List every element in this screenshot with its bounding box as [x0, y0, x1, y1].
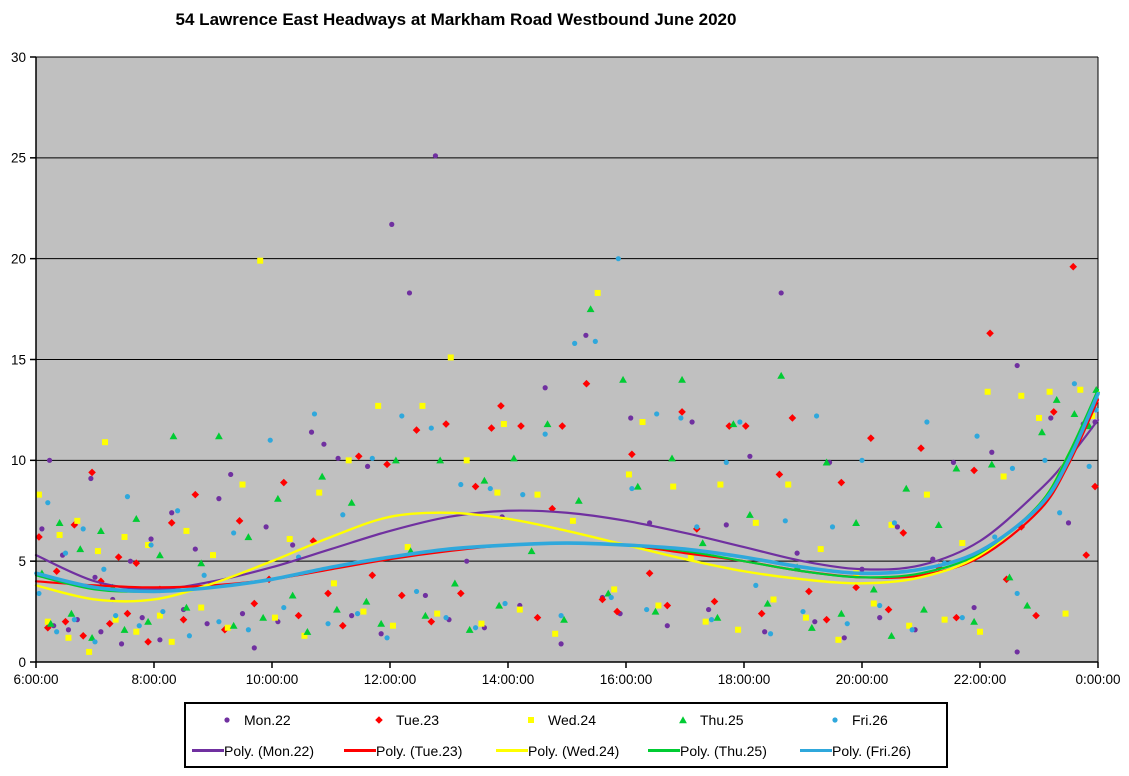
trendline-sample-icon	[648, 749, 680, 752]
legend-label: Mon.22	[244, 711, 291, 728]
y-tick-label: 5	[18, 554, 26, 569]
legend-item-mon-22: Mon.22	[186, 704, 338, 735]
trendline-sample-icon	[800, 748, 832, 753]
legend-item-poly-fri-26: Poly. (Fri.26)	[794, 735, 946, 766]
x-tick-label: 20:00:00	[836, 672, 889, 687]
y-tick-label: 0	[18, 655, 26, 670]
y-tick-label: 10	[11, 453, 26, 468]
scatter-plot: 0 5 10 15 20 25 30 6:00:00 8:00:00 10:00:00 12:00:…	[11, 50, 1121, 687]
x-tick-label: 14:00:00	[482, 672, 535, 687]
legend-label: Poly. (Tue.23)	[376, 742, 463, 759]
trendline-wed-24	[34, 390, 1100, 603]
legend-label: Poly. (Mon.22)	[224, 742, 314, 759]
circle-marker-icon	[220, 715, 234, 725]
x-axis-labels: 6:00:00 8:00:00 10:00:00 12:00:00 14:00:00 16…	[13, 672, 1120, 687]
axes	[30, 56, 1099, 668]
series-points-mon-22	[39, 153, 1098, 655]
trendline-sample-icon	[496, 749, 528, 752]
legend-label: Wed.24	[548, 711, 596, 728]
square-marker-icon	[524, 715, 538, 725]
chart-legend: Mon.22 Tue.23 Wed.24 Thu.25 Fri.26 Poly. (Mon…	[184, 702, 948, 768]
legend-label: Tue.23	[396, 711, 440, 728]
legend-label: Thu.25	[700, 711, 744, 728]
circle-marker-icon	[828, 715, 842, 725]
x-tick-label: 12:00:00	[364, 672, 417, 687]
triangle-marker-icon	[676, 715, 690, 725]
legend-item-poly-tue-23: Poly. (Tue.23)	[338, 735, 490, 766]
x-tick-label: 8:00:00	[131, 672, 176, 687]
series-points-wed-24	[35, 257, 1096, 655]
legend-item-fri-26: Fri.26	[794, 704, 946, 735]
x-tick-label: 0:00:00	[1075, 672, 1120, 687]
trendline-sample-icon	[192, 749, 224, 752]
x-tick-label: 22:00:00	[954, 672, 1007, 687]
trendline-mon-22	[34, 418, 1100, 591]
legend-item-wed-24: Wed.24	[490, 704, 642, 735]
x-tick-label: 10:00:00	[246, 672, 299, 687]
legend-label: Poly. (Fri.26)	[832, 742, 912, 759]
legend-item-poly-thu-25: Poly. (Thu.25)	[642, 735, 794, 766]
x-tick-label: 18:00:00	[718, 672, 771, 687]
y-tick-label: 30	[11, 50, 26, 65]
y-tick-label: 15	[11, 352, 26, 367]
legend-item-tue-23: Tue.23	[338, 704, 490, 735]
legend-item-poly-wed-24: Poly. (Wed.24)	[490, 735, 642, 766]
legend-item-thu-25: Thu.25	[642, 704, 794, 735]
trendline-fri-26	[34, 391, 1100, 594]
diamond-marker-icon	[372, 715, 386, 725]
x-tick-label: 16:00:00	[600, 672, 653, 687]
legend-label: Poly. (Thu.25)	[680, 742, 767, 759]
legend-item-poly-mon-22: Poly. (Mon.22)	[186, 735, 338, 766]
y-tick-label: 25	[11, 151, 26, 166]
series-points-fri-26	[36, 256, 1099, 645]
legend-label: Poly. (Wed.24)	[528, 742, 620, 759]
y-tick-label: 20	[11, 252, 26, 267]
legend-label: Fri.26	[852, 711, 888, 728]
chart-title: 54 Lawrence East Headways at Markham Roa…	[175, 10, 737, 29]
y-axis-labels: 0 5 10 15 20 25 30	[11, 50, 26, 670]
trendline-sample-icon	[344, 749, 376, 752]
x-tick-label: 6:00:00	[13, 672, 58, 687]
